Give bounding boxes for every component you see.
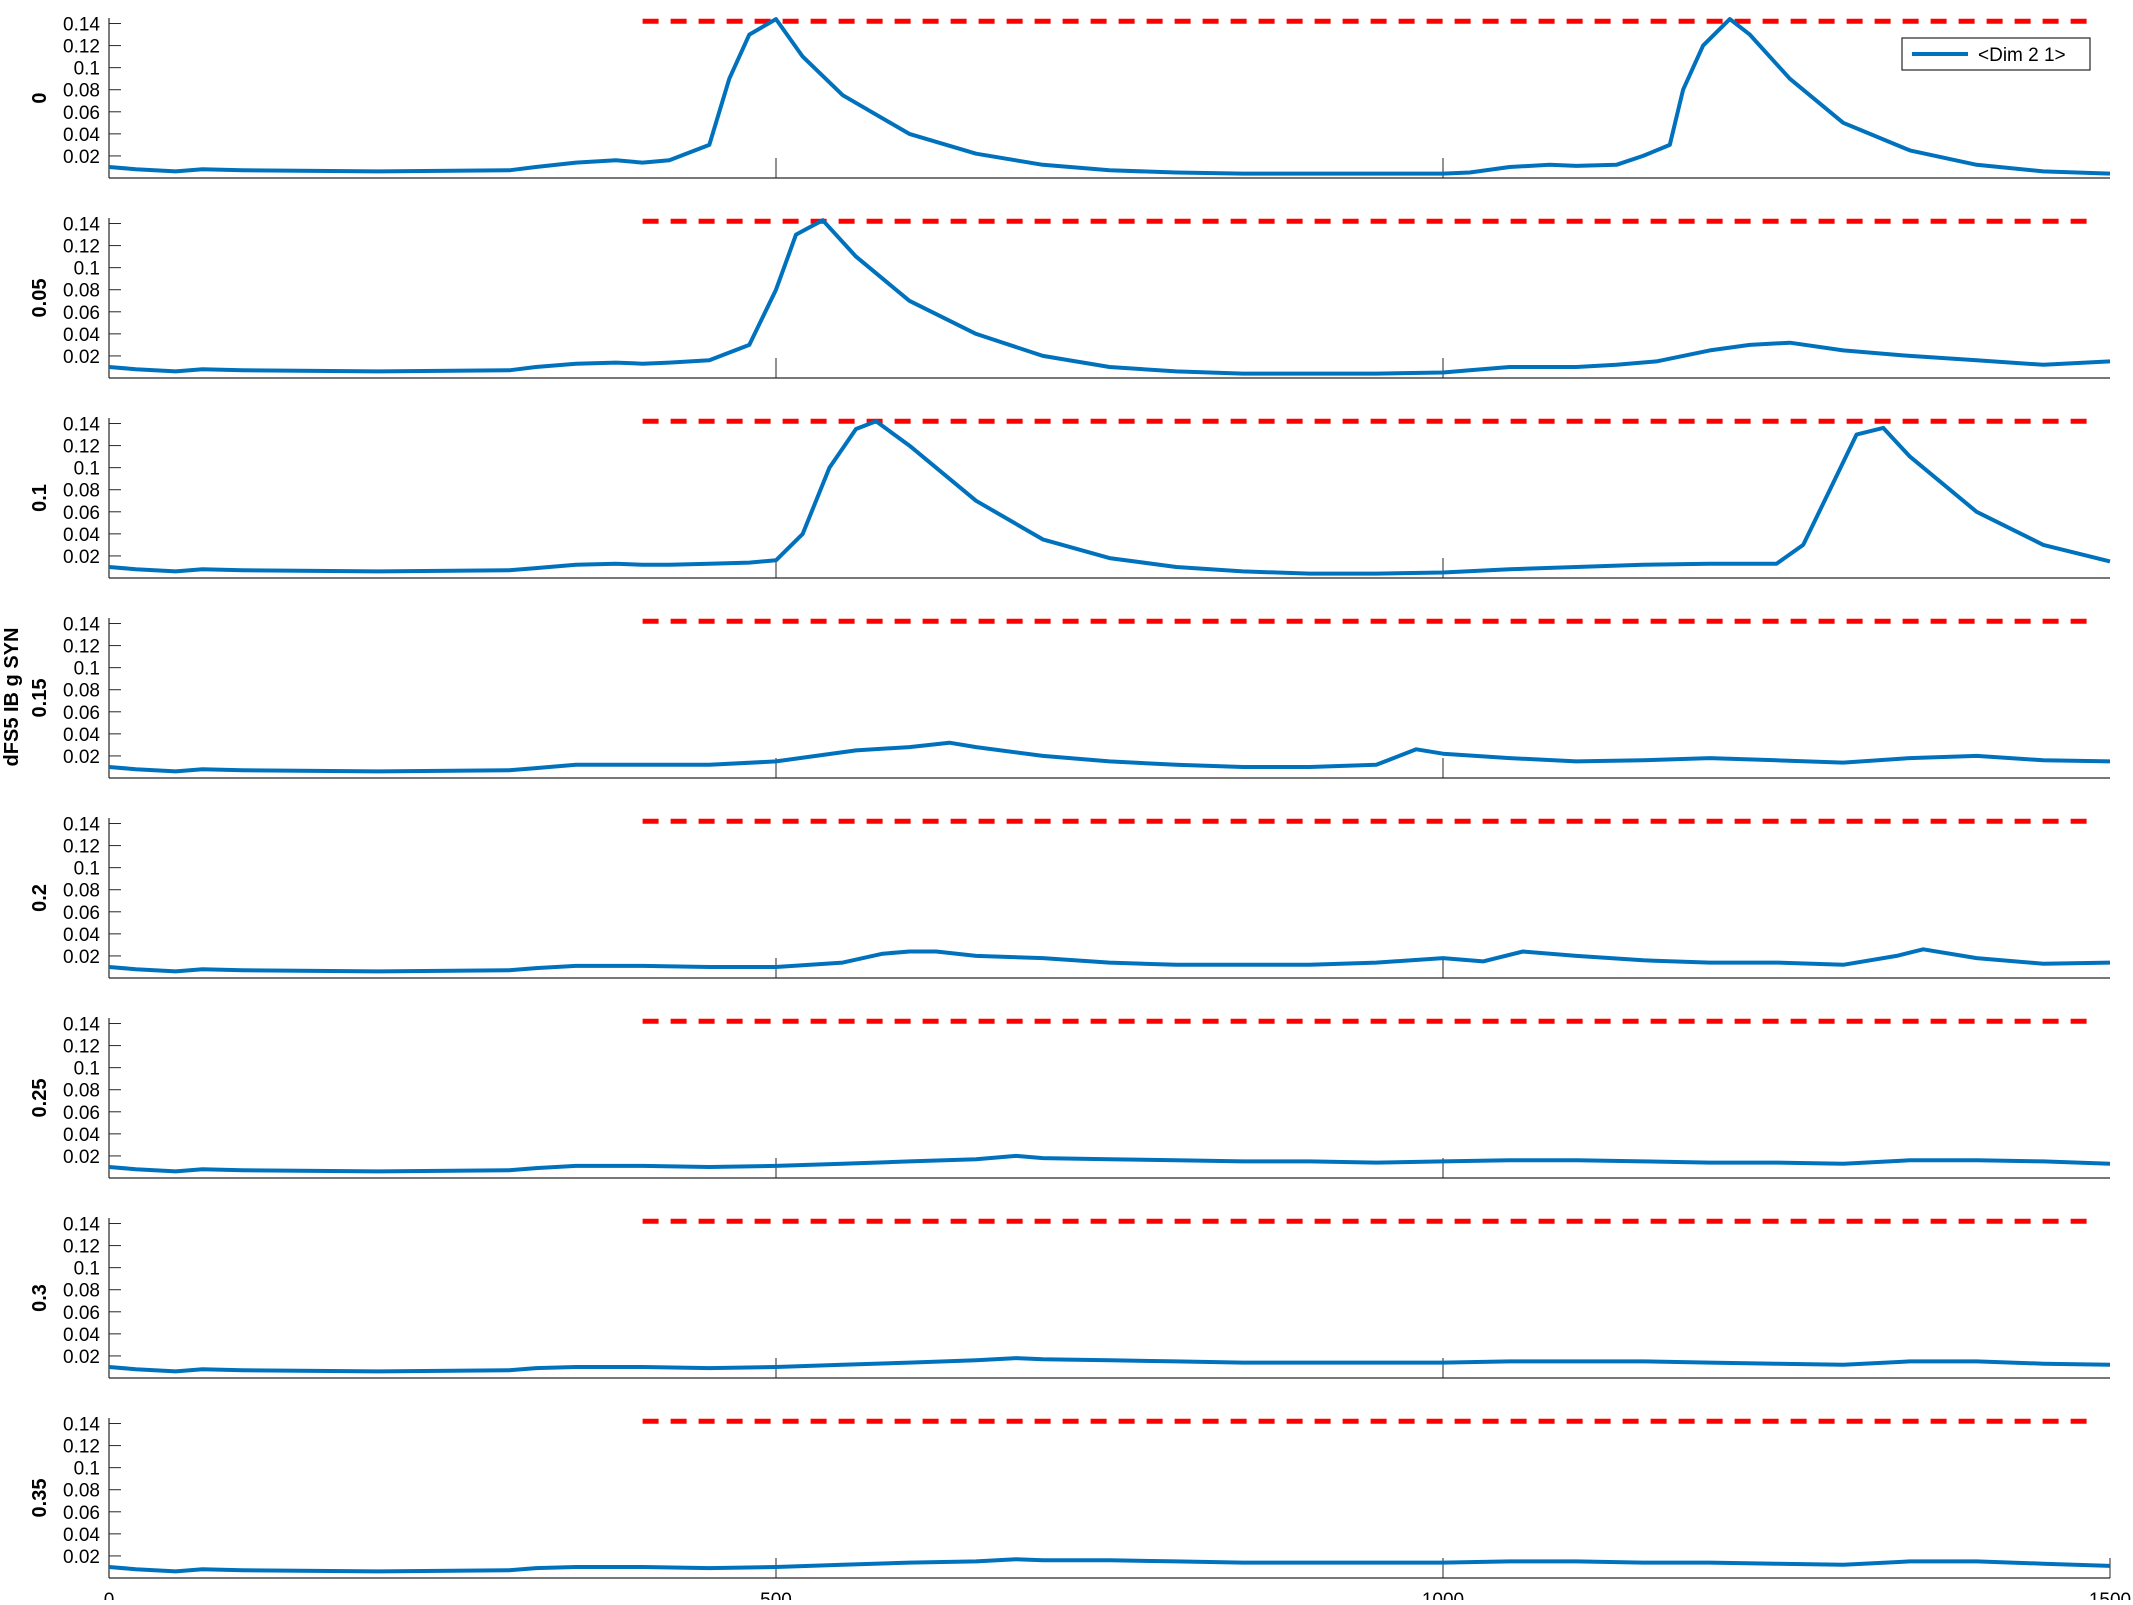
y-tick-label: 0.14 (63, 1415, 100, 1436)
legend-label: <Dim 2 1> (1978, 45, 2066, 66)
y-tick-label: 0.12 (63, 837, 100, 858)
series-line (108, 218, 2111, 376)
y-tick-label: 0.04 (63, 1325, 100, 1346)
series-line (108, 419, 2111, 576)
y-tick-label: 0.14 (63, 15, 100, 36)
y-tick-label: 0.14 (63, 415, 100, 436)
subplot-5: 0.020.040.060.080.10.120.14 0.25 (29, 1015, 2111, 1179)
y-tick-label: 0.12 (63, 1237, 100, 1258)
row-label: 0.2 (29, 884, 51, 912)
figure-ylabel: dFS5 IB g SYN (1, 628, 23, 767)
y-tick-label: 0.06 (63, 903, 100, 924)
y-tick-label: 0.04 (63, 725, 100, 746)
y-tick-label: 0.12 (63, 1037, 100, 1058)
subplot-4: 0.020.040.060.080.10.120.14 0.2 (29, 815, 2111, 979)
x-tick-label: 1000 (1422, 1590, 1464, 1600)
y-tick-label: 0.02 (63, 547, 100, 568)
y-tick-label: 0.08 (63, 1081, 100, 1102)
series-line (108, 947, 2111, 974)
row-label: 0 (29, 92, 51, 103)
y-tick-label: 0.12 (63, 237, 100, 258)
y-tick-label: 0.12 (63, 637, 100, 658)
row-label: 0.1 (29, 484, 51, 512)
y-tick-label: 0.14 (63, 1215, 100, 1236)
y-tick-label: 0.1 (74, 1059, 100, 1080)
y-tick-label: 0.14 (63, 215, 100, 236)
x-tick-label: 0 (104, 1590, 115, 1600)
y-tick-label: 0.08 (63, 1281, 100, 1302)
y-tick-label: 0.08 (63, 681, 100, 702)
series-line (108, 1153, 2111, 1174)
y-tick-label: 0.02 (63, 1547, 100, 1568)
y-tick-label: 0.06 (63, 1103, 100, 1124)
y-tick-label: 0.06 (63, 303, 100, 324)
y-tick-label: 0.02 (63, 147, 100, 168)
subplot-1: 0.020.040.060.080.10.120.14 0.05 (29, 215, 2111, 379)
y-tick-label: 0.1 (74, 459, 100, 480)
row-label: 0.25 (29, 1079, 51, 1118)
y-tick-label: 0.1 (74, 59, 100, 80)
series-line (108, 1356, 2111, 1374)
y-tick-label: 0.02 (63, 1347, 100, 1368)
x-tick-label: 500 (760, 1590, 792, 1600)
y-tick-label: 0.08 (63, 481, 100, 502)
y-tick-label: 0.1 (74, 259, 100, 280)
y-tick-label: 0.14 (63, 1015, 100, 1036)
subplot-7: 0.020.040.060.080.10.120.14 0 500 1000 1500 0… (29, 1415, 2131, 1605)
y-tick-label: 0.06 (63, 1303, 100, 1324)
y-tick-label: 0.12 (63, 1437, 100, 1458)
y-tick-label: 0.14 (63, 615, 100, 636)
y-tick-label: 0.02 (63, 947, 100, 968)
row-label: 0.05 (29, 279, 51, 318)
y-tick-label: 0.04 (63, 1125, 100, 1146)
y-tick-label: 0.04 (63, 1525, 100, 1546)
y-tick-label: 0.02 (63, 1147, 100, 1168)
series-line (108, 1557, 2111, 1574)
y-tick-label: 0.06 (63, 103, 100, 124)
subplot-6: 0.020.040.060.080.10.120.14 0.3 (29, 1215, 2111, 1379)
y-tick-label: 0.04 (63, 925, 100, 946)
y-tick-label: 0.12 (63, 37, 100, 58)
y-tick-label: 0.06 (63, 703, 100, 724)
row-label: 0.15 (29, 679, 51, 718)
subplot-2: 0.020.040.060.080.10.120.140.1 (29, 415, 2111, 579)
x-tick-label: 1500 (2089, 1590, 2131, 1600)
y-tick-label: 0.04 (63, 325, 100, 346)
y-tick-label: 0.08 (63, 281, 100, 302)
y-tick-label: 0.1 (74, 859, 100, 880)
y-tick-label: 0.02 (63, 347, 100, 368)
y-tick-label: 0.08 (63, 1481, 100, 1502)
series-line (108, 740, 2111, 774)
series-line (108, 17, 2111, 176)
y-tick-label: 0.02 (63, 747, 100, 768)
row-label: 0.3 (29, 1284, 51, 1312)
y-tick-label: 0.1 (74, 1459, 100, 1480)
y-tick-label: 0.06 (63, 1503, 100, 1524)
y-tick-label: 0.06 (63, 503, 100, 524)
row-label: 0.35 (29, 1479, 51, 1518)
y-tick-label: 0.1 (74, 1259, 100, 1280)
y-tick-label: 0.14 (63, 815, 100, 836)
subplot-0: 0.020.040.060.080.10.120.14 0 <Dim 2 1> (29, 15, 2111, 179)
y-tick-label: 0.04 (63, 125, 100, 146)
y-tick-label: 0.12 (63, 437, 100, 458)
y-tick-label: 0.04 (63, 525, 100, 546)
y-tick-label: 0.1 (74, 659, 100, 680)
y-tick-label: 0.08 (63, 881, 100, 902)
y-tick-label: 0.08 (63, 81, 100, 102)
subplot-3: 0.020.040.060.080.10.120.14 0.15 (29, 615, 2111, 779)
